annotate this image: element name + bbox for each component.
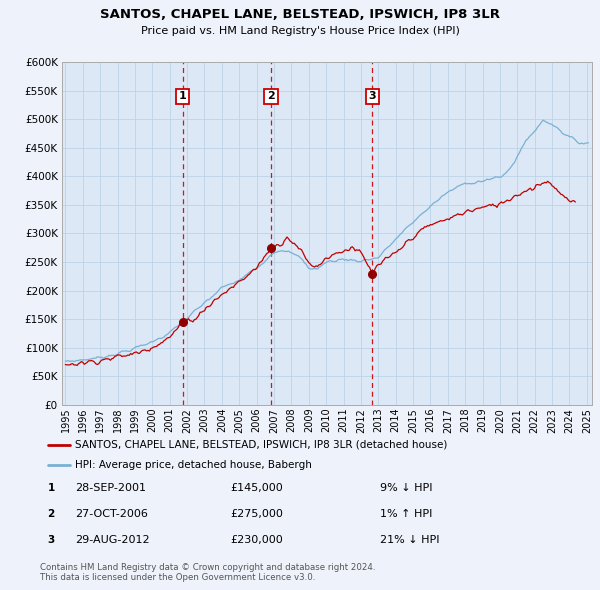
Text: £230,000: £230,000 — [230, 535, 283, 545]
Text: £275,000: £275,000 — [230, 509, 283, 519]
Text: £145,000: £145,000 — [230, 483, 283, 493]
Text: Price paid vs. HM Land Registry's House Price Index (HPI): Price paid vs. HM Land Registry's House … — [140, 26, 460, 36]
Text: 1% ↑ HPI: 1% ↑ HPI — [380, 509, 433, 519]
Text: 3: 3 — [368, 91, 376, 101]
Text: 27-OCT-2006: 27-OCT-2006 — [75, 509, 148, 519]
Text: 21% ↓ HPI: 21% ↓ HPI — [380, 535, 439, 545]
Text: SANTOS, CHAPEL LANE, BELSTEAD, IPSWICH, IP8 3LR (detached house): SANTOS, CHAPEL LANE, BELSTEAD, IPSWICH, … — [75, 440, 448, 450]
Text: 1: 1 — [179, 91, 187, 101]
Text: 29-AUG-2012: 29-AUG-2012 — [75, 535, 149, 545]
Text: SANTOS, CHAPEL LANE, BELSTEAD, IPSWICH, IP8 3LR: SANTOS, CHAPEL LANE, BELSTEAD, IPSWICH, … — [100, 8, 500, 21]
Text: 2: 2 — [47, 509, 55, 519]
Text: 9% ↓ HPI: 9% ↓ HPI — [380, 483, 433, 493]
Text: HPI: Average price, detached house, Babergh: HPI: Average price, detached house, Babe… — [75, 460, 312, 470]
Text: 3: 3 — [47, 535, 55, 545]
Text: 2: 2 — [267, 91, 275, 101]
Text: Contains HM Land Registry data © Crown copyright and database right 2024.
This d: Contains HM Land Registry data © Crown c… — [40, 563, 376, 582]
Text: 28-SEP-2001: 28-SEP-2001 — [75, 483, 146, 493]
Text: 1: 1 — [47, 483, 55, 493]
